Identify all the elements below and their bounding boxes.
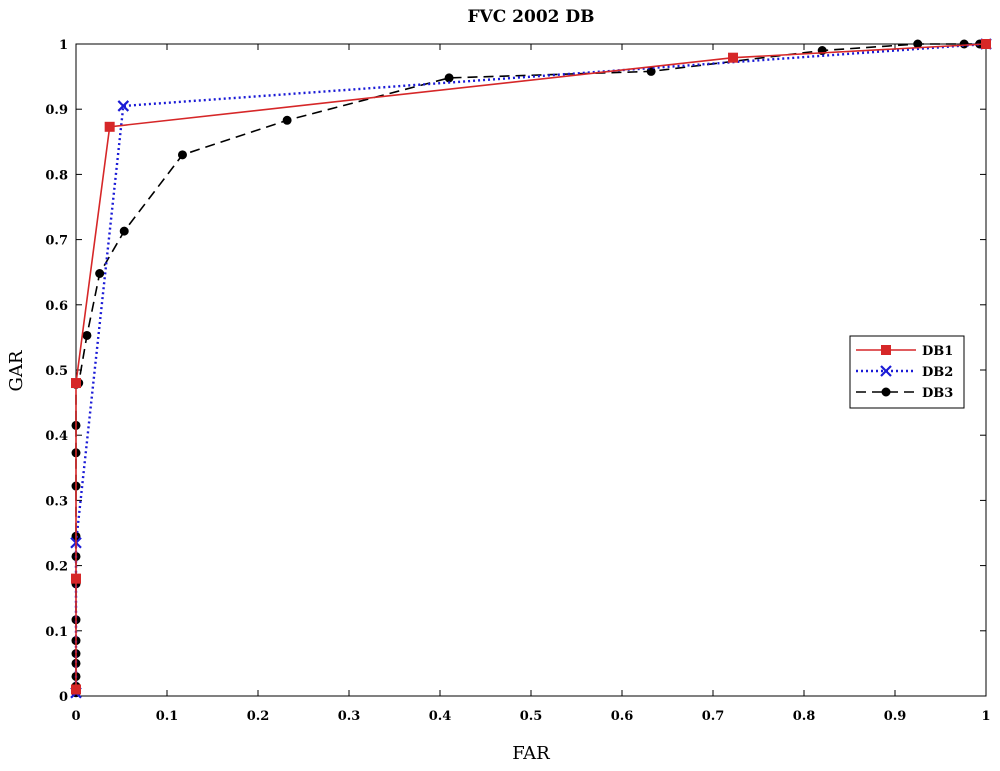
y-tick-label: 1: [59, 38, 68, 53]
db1-point: [71, 573, 81, 584]
legend-label-db1: DB1: [922, 344, 953, 359]
db1-point: [728, 52, 739, 63]
x-tick-label: 0.8: [793, 709, 816, 724]
x-tick-label: 0: [71, 709, 80, 724]
db1-point: [981, 39, 991, 49]
db3-point: [444, 73, 454, 83]
legend-item-db1: DB1: [856, 344, 953, 359]
legend-label-db2: DB2: [922, 365, 953, 380]
y-axis-label: GAR: [6, 350, 27, 391]
y-tick-label: 0.5: [45, 364, 68, 379]
x-tick-label: 0.2: [247, 709, 270, 724]
db3-point: [959, 39, 969, 49]
x-tick-label: 0.5: [520, 709, 543, 724]
y-tick-label: 0.7: [45, 234, 68, 249]
axis-ticks: 0 0.1 0.2 0.3 0.4 0.5 0.6 0.7 0.8 0.9 1 0 0.1 0.2 0.3 0…: [45, 38, 990, 724]
y-tick-label: 0: [59, 690, 68, 705]
db1-point: [104, 121, 115, 132]
legend-marker-db3: [881, 387, 891, 397]
x-tick-label: 0.1: [156, 709, 179, 724]
chart-title: FVC 2002 DB: [467, 7, 594, 27]
y-tick-label: 0.2: [45, 560, 68, 575]
legend-item-db3: DB3: [856, 386, 953, 401]
legend-marker-db2: [880, 365, 892, 377]
x-tick-label: 0.3: [338, 709, 361, 724]
db3-point: [82, 330, 92, 340]
db3-point: [177, 150, 187, 160]
y-tick-label: 0.9: [45, 103, 68, 118]
db2-line: [74, 42, 987, 693]
db1-point: [71, 378, 81, 389]
x-tick-label: 0.4: [429, 709, 452, 724]
y-tick-label: 0.8: [45, 168, 68, 183]
x-tick-label: 0.6: [611, 709, 634, 724]
y-tick-label: 0.3: [45, 494, 68, 509]
x-tick-label: 1: [981, 709, 990, 724]
x-tick-label: 0.7: [702, 709, 725, 724]
x-tick-label: 0.9: [884, 709, 907, 724]
legend-label-db3: DB3: [922, 386, 953, 401]
db1-line: [75, 43, 987, 690]
db1-series: [71, 39, 991, 695]
db2-point: [117, 100, 130, 112]
db3-point: [95, 269, 105, 279]
legend-marker-db1: [881, 345, 891, 355]
db1-point: [71, 684, 81, 695]
data-series: [70, 38, 992, 699]
y-tick-label: 0.6: [45, 299, 68, 314]
legend: DB1 DB2 DB3: [849, 335, 965, 409]
y-tick-label: 0.1: [45, 625, 68, 640]
y-tick-label: 0.4: [45, 429, 68, 444]
db3-point: [119, 226, 129, 236]
x-axis-label: FAR: [512, 743, 550, 764]
db3-point: [282, 115, 292, 125]
legend-item-db2: DB2: [856, 365, 953, 380]
